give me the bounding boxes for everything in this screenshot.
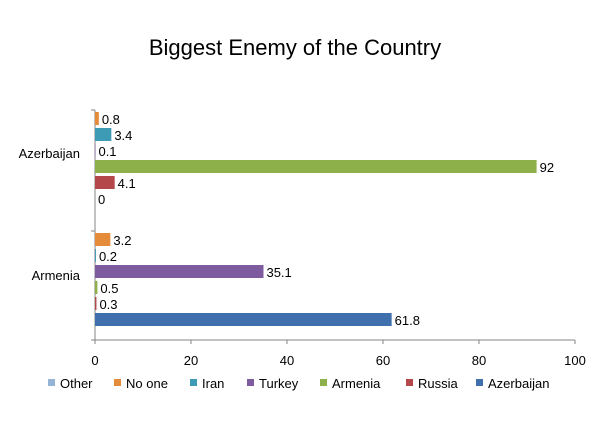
plot-area: 0 20 40 60 80 100 Azerbaijan Armenia 0.83.40.1 92… (19, 109, 586, 368)
chart-title: Biggest Enemy of the Country (149, 35, 441, 60)
x-tick-label: 80 (472, 353, 486, 368)
x-tick-label: 0 (91, 353, 98, 368)
legend-swatch (247, 379, 254, 386)
category-label: Armenia (32, 268, 81, 283)
x-tick-label: 20 (184, 353, 198, 368)
legend-swatch (406, 379, 413, 386)
bar (95, 281, 98, 294)
x-tick-label: 40 (280, 353, 294, 368)
data-label: 4.1 (118, 176, 136, 191)
legend-swatch (48, 379, 55, 386)
legend-label: Russia (418, 376, 459, 391)
bar (95, 249, 96, 262)
legend-label: Azerbaijan (488, 376, 549, 391)
legend-swatch (476, 379, 483, 386)
data-label: 3.2 (113, 233, 131, 248)
bar (95, 160, 537, 173)
data-label: 0 (98, 192, 105, 207)
legend-label: Turkey (259, 376, 299, 391)
bar (95, 265, 264, 278)
data-label: 0.8 (102, 112, 120, 127)
legend: Other No one Iran Turkey Armenia Russia Azerba… (48, 376, 549, 391)
legend-swatch (114, 379, 121, 386)
legend-swatch (190, 379, 197, 386)
data-label: 35.1 (266, 265, 291, 280)
legend-label: Iran (202, 376, 224, 391)
x-tick-label: 60 (376, 353, 390, 368)
x-tick-label: 100 (564, 353, 586, 368)
bar (95, 297, 97, 310)
bar (95, 233, 111, 246)
data-label: 3.4 (114, 128, 132, 143)
data-label: 0.2 (99, 249, 117, 264)
data-label: 61.8 (395, 313, 420, 328)
legend-label: Other (60, 376, 93, 391)
data-label: 0.5 (100, 281, 118, 296)
legend-label: Armenia (332, 376, 381, 391)
legend-swatch (320, 379, 327, 386)
data-label: 0.1 (98, 144, 116, 159)
data-label: 92 (540, 160, 554, 175)
data-label: 0.3 (99, 297, 117, 312)
bar (95, 112, 99, 125)
bar (95, 176, 115, 189)
category-label: Azerbaijan (19, 146, 80, 161)
legend-label: No one (126, 376, 168, 391)
bar (95, 128, 112, 141)
bar (95, 313, 392, 326)
